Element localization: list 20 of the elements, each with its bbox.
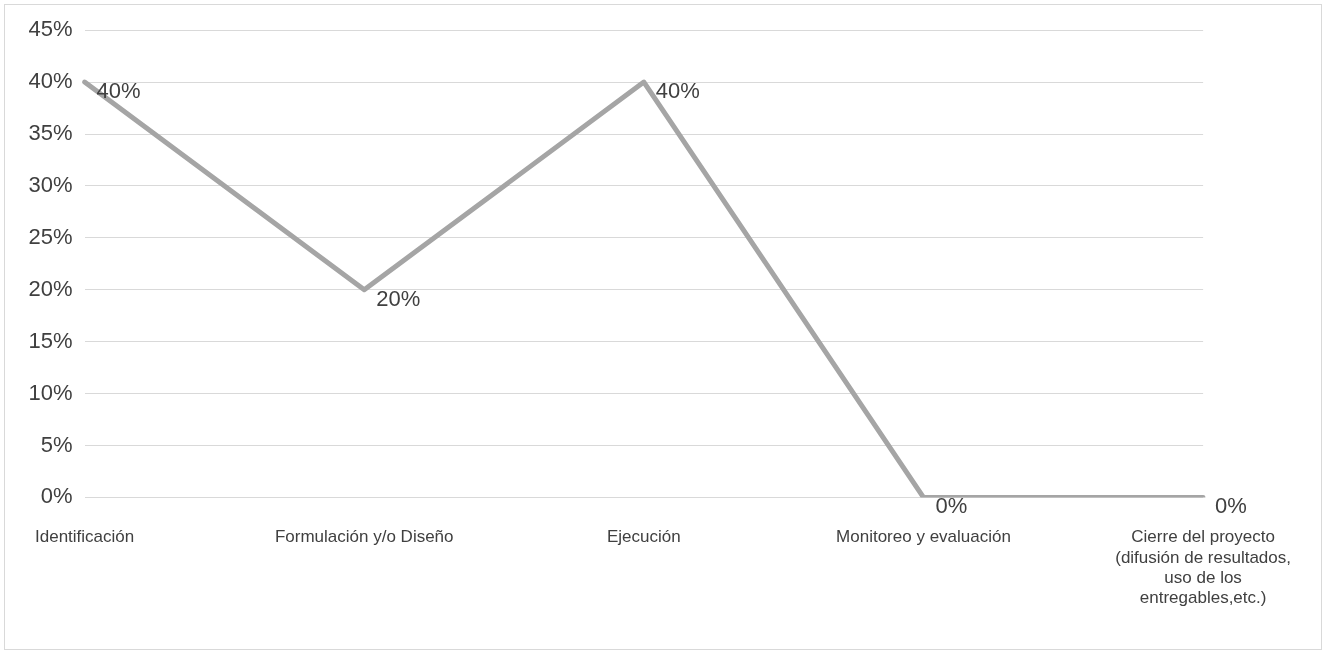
y-tick-label: 25% [28, 223, 73, 249]
y-tick-label: 40% [28, 68, 73, 94]
data-label: 20% [376, 285, 421, 311]
x-tick-label: Formulación y/o Diseño [274, 527, 454, 547]
y-tick-label: 30% [28, 172, 73, 197]
data-label: 40% [655, 78, 700, 104]
data-label: 0% [1215, 493, 1247, 519]
y-tick-label: 15% [28, 327, 73, 353]
data-label: 0% [935, 493, 968, 519]
x-tick-label: Identificación [35, 527, 135, 547]
y-tick-label: 0% [40, 483, 73, 509]
y-tick-label: 5% [40, 431, 73, 457]
y-tick-label: 45% [28, 16, 73, 42]
y-tick-label: 35% [28, 120, 73, 146]
y-tick-label: 20% [28, 275, 73, 301]
x-tick-label: Cierre del proyecto (difusión de resultados, uso de los entregables,etc.) [1115, 527, 1292, 608]
x-tick-label: Ejecución [607, 527, 681, 547]
data-label: 40% [96, 78, 141, 104]
y-tick-label: 10% [28, 379, 73, 405]
x-tick-label: Monitoreo y evaluación [836, 527, 1011, 547]
